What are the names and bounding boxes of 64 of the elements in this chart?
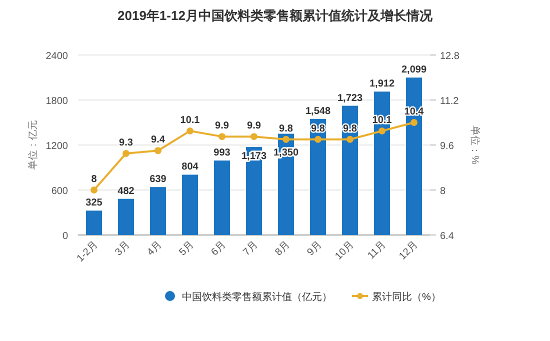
y-tick-label: 1800 [46, 96, 68, 107]
y2-tick-label: 6.4 [440, 231, 454, 242]
x-tick-label: 4月 [145, 239, 164, 258]
bar [182, 174, 198, 235]
bar [118, 198, 134, 235]
data-label: 9.9 [247, 120, 262, 132]
point [378, 127, 386, 134]
data-label: 639 [150, 174, 167, 186]
data-label: 9.8 [279, 123, 294, 134]
point [154, 147, 162, 154]
point [314, 136, 322, 143]
point [186, 127, 194, 134]
bar [214, 160, 230, 235]
bar [86, 210, 102, 235]
data-label: 9.9 [215, 120, 230, 132]
legend-label: 累计同比（%） [372, 291, 441, 303]
y2-axis-title: 单位：% [469, 126, 481, 165]
data-label: 9.8 [343, 123, 358, 134]
y-tick-label: 1200 [46, 141, 68, 152]
x-tick-label: 1-2月 [75, 239, 100, 264]
x-tick-label: 5月 [177, 239, 196, 258]
x-tick-label: 3月 [113, 239, 132, 258]
point [282, 136, 290, 143]
point [410, 119, 418, 126]
data-label: 993 [214, 148, 231, 159]
x-tick-label: 10月 [333, 239, 356, 262]
y-tick-label: 600 [51, 186, 68, 197]
data-label: 2,099 [401, 64, 427, 76]
data-label: 9.8 [311, 123, 326, 134]
data-label: 9.4 [151, 134, 166, 146]
point [90, 186, 98, 194]
data-label: 1,723 [337, 92, 363, 104]
x-tick-label: 12月 [397, 239, 420, 262]
bar [406, 78, 422, 235]
y2-tick-label: 11.2 [440, 96, 460, 107]
point [250, 133, 258, 140]
bar [150, 187, 166, 235]
x-tick-label: 6月 [209, 239, 228, 258]
data-label: 10.1 [180, 114, 200, 126]
data-label: 9.3 [119, 137, 134, 148]
y-tick-label: 2400 [46, 51, 68, 62]
chart-title: 2019年1-12月中国饮料类零售额累计值统计及增长情况 [118, 8, 434, 23]
point [346, 136, 354, 143]
data-label: 8 [91, 174, 98, 185]
y2-tick-label: 9.6 [440, 141, 454, 152]
x-tick-label: 8月 [273, 239, 292, 258]
point [122, 150, 130, 157]
x-tick-label: 11月 [366, 239, 388, 262]
bar [374, 92, 390, 235]
data-label: 804 [182, 162, 199, 173]
legend-label: 中国饮料类零售额累计值（亿元） [182, 291, 332, 303]
x-tick-label: 7月 [241, 239, 260, 258]
data-label: 482 [118, 186, 135, 197]
y-tick-label: 0 [62, 231, 68, 242]
y-axis-title: 单位：亿元 [27, 120, 39, 170]
data-label: 1,548 [305, 106, 331, 117]
x-tick-label: 9月 [305, 239, 324, 258]
point [218, 133, 226, 140]
y2-tick-label: 12.8 [440, 51, 460, 62]
data-label: 325 [86, 198, 103, 209]
data-label: 1,912 [369, 78, 395, 90]
bar [310, 118, 326, 235]
bar [342, 106, 358, 235]
y2-tick-label: 8 [440, 186, 446, 197]
